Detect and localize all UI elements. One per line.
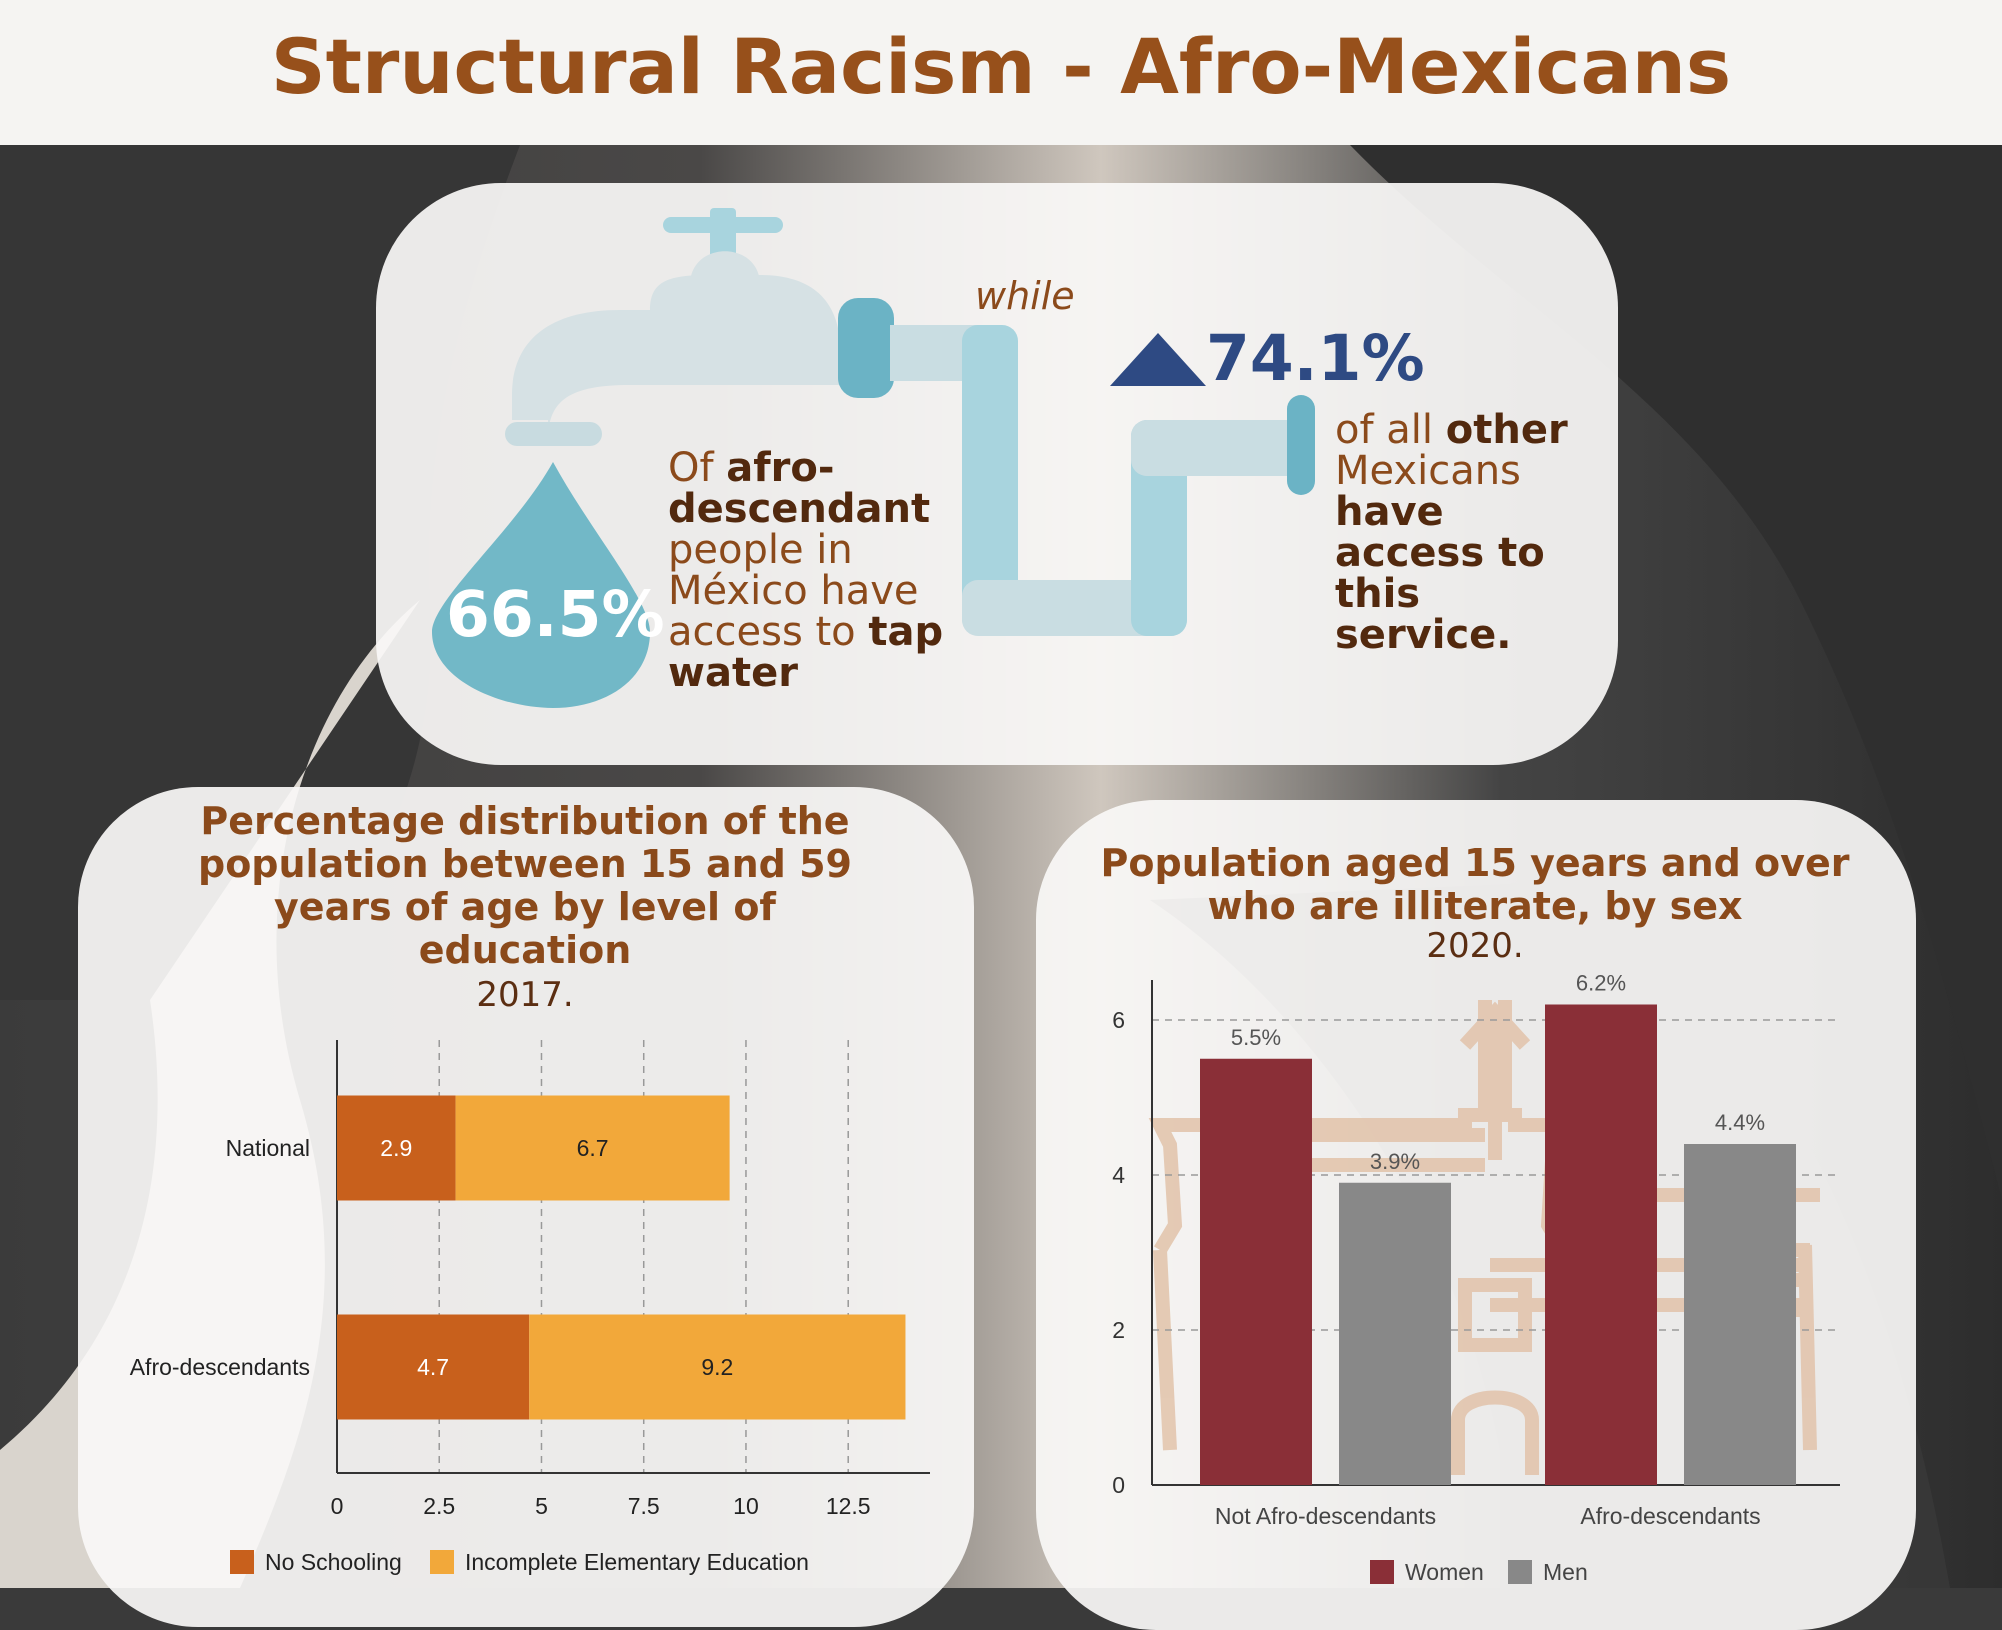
- connector-text: while: [975, 274, 1075, 318]
- legend-label: Women: [1405, 1559, 1484, 1585]
- education-chart-subtitle: 2017.: [476, 975, 574, 1015]
- other-text-3: Mexicans: [1335, 448, 1521, 494]
- legend-label: Men: [1543, 1559, 1588, 1585]
- y-tick-label: 6: [1112, 1007, 1125, 1033]
- legend-swatch: [230, 1550, 254, 1574]
- legend-swatch: [430, 1550, 454, 1574]
- other-text-2: other: [1445, 407, 1568, 453]
- title-bar: [0, 0, 2002, 145]
- other-text-4: have access to this service.: [1335, 489, 1545, 658]
- bar-segment: [337, 1314, 530, 1420]
- x-tick-label: 2.5: [423, 1493, 455, 1519]
- water-drop-icon: [432, 462, 650, 708]
- other-access-text: of all other Mexicans have access to thi…: [1335, 410, 1605, 656]
- bar: [1545, 1004, 1657, 1485]
- water-illustration: [432, 208, 1315, 708]
- other-percent-value: 74.1%: [1206, 322, 1425, 395]
- illiteracy-chart-title: Population aged 15 years and over who ar…: [1100, 841, 1850, 928]
- education-chart-panel: [78, 787, 974, 1627]
- illiteracy-chart-subtitle: 2020.: [1426, 926, 1524, 966]
- data-label: 4.4%: [1715, 1110, 1765, 1135]
- afro-text-1: Of: [668, 445, 727, 491]
- data-label: 6.7: [577, 1135, 609, 1161]
- afro-text-3: people in México have access to: [668, 527, 919, 655]
- y-tick-label: 2: [1112, 1317, 1125, 1343]
- y-tick-label: 4: [1112, 1162, 1125, 1188]
- bar-segment: [337, 1095, 456, 1201]
- data-label: 2.9: [380, 1135, 412, 1161]
- data-label: 9.2: [701, 1354, 733, 1380]
- x-tick-label: 0: [331, 1493, 344, 1519]
- category-label: Afro-descendants: [1580, 1503, 1760, 1529]
- x-tick-label: 10: [733, 1493, 759, 1519]
- category-label: Not Afro-descendants: [1215, 1503, 1436, 1529]
- pipe-icon: [890, 325, 1315, 636]
- legend-label: Incomplete Elementary Education: [465, 1549, 809, 1575]
- x-tick-label: 7.5: [628, 1493, 660, 1519]
- category-label: National: [226, 1135, 310, 1161]
- legend-label: No Schooling: [265, 1549, 402, 1575]
- afro-percent-value: 66.5%: [446, 578, 665, 651]
- bar: [1339, 1182, 1451, 1485]
- education-chart-title: Percentage distribution of the populatio…: [198, 799, 852, 972]
- other-text-1: of all: [1335, 407, 1446, 453]
- afro-text-2: afro-descendant: [668, 445, 931, 532]
- x-tick-label: 12.5: [826, 1493, 871, 1519]
- bar: [1684, 1144, 1796, 1485]
- data-label: 3.9%: [1370, 1149, 1420, 1174]
- legend-swatch: [1508, 1560, 1532, 1584]
- y-tick-label: 0: [1112, 1472, 1125, 1498]
- illiteracy-chart: 0 2 4 6 5.5% 3.9% Not Afro-descendants 6.2% 4.4%…: [1112, 970, 1840, 1585]
- legend-swatch: [1370, 1560, 1394, 1584]
- bar-segment: [529, 1314, 906, 1420]
- data-label: 4.7: [417, 1354, 449, 1380]
- data-label: 6.2%: [1576, 971, 1626, 996]
- category-label: Afro-descendants: [130, 1354, 310, 1380]
- bar: [1200, 1058, 1312, 1485]
- education-chart: 0 2.5 5 7.5 10 12.5 National 2.9 6.7 Afro-descend…: [129, 1040, 906, 1575]
- x-tick-label: 5: [535, 1493, 548, 1519]
- up-triangle-icon: [1110, 333, 1206, 386]
- faucet-icon: [505, 208, 894, 446]
- afro-access-text: Of afro-descendant people in México have…: [668, 448, 958, 694]
- data-label: 5.5%: [1231, 1025, 1281, 1050]
- afro-text-4: tap water: [668, 609, 944, 696]
- bar-segment: [455, 1095, 730, 1201]
- page-title: Structural Racism - Afro-Mexicans: [270, 22, 1732, 111]
